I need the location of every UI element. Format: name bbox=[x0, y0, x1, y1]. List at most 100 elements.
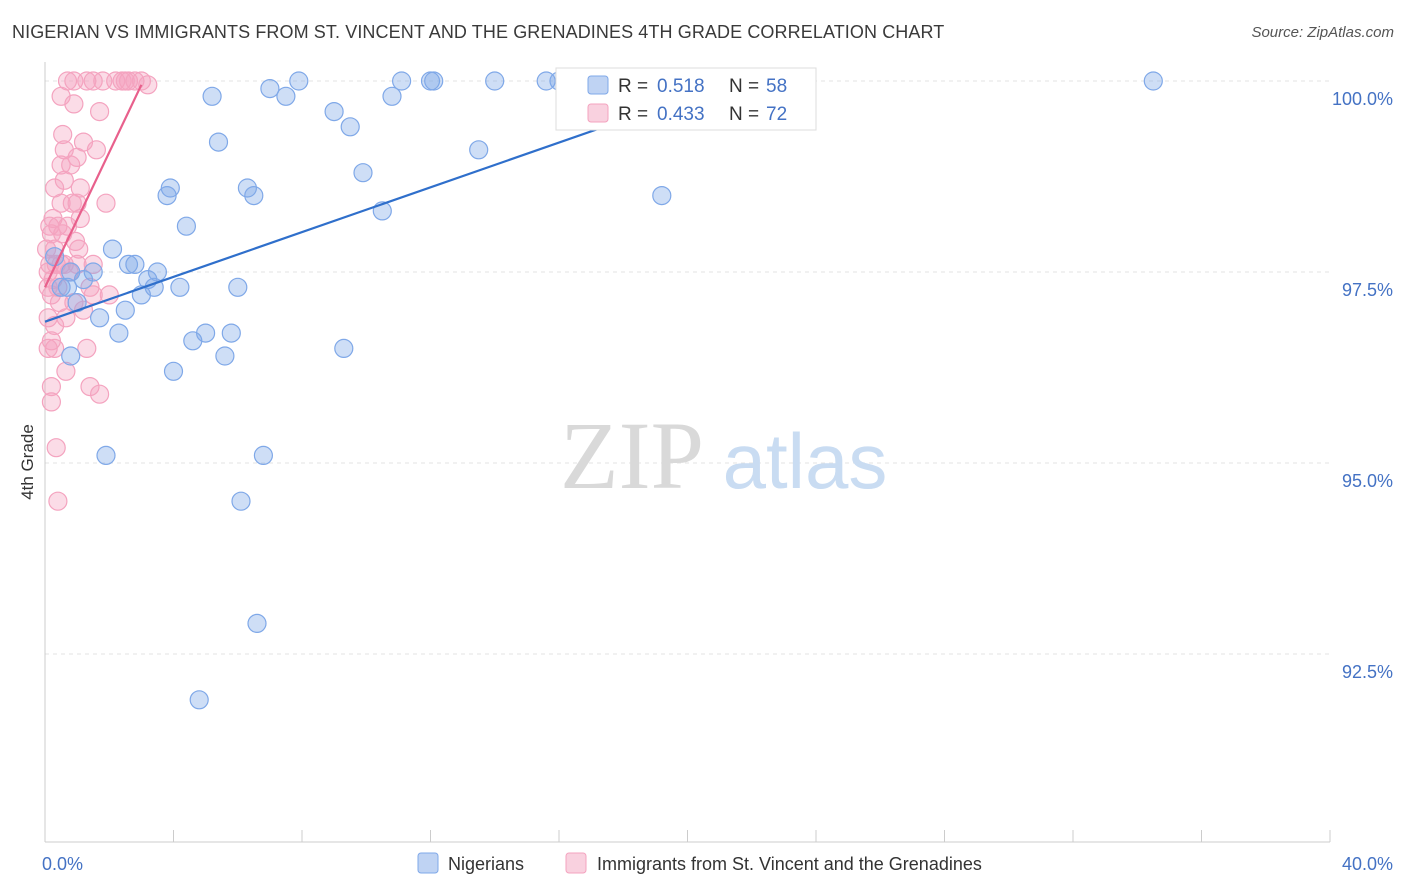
x-tick-label-1: 40.0% bbox=[1342, 854, 1393, 874]
nigerians-point-48 bbox=[424, 71, 444, 91]
nigerians-point-57 bbox=[1143, 71, 1163, 91]
y-tick-labels: 100.0% 97.5% 95.0% 92.5% bbox=[1332, 89, 1393, 682]
immigrants-point-71 bbox=[36, 239, 57, 259]
immigrants-point-7 bbox=[41, 285, 62, 305]
nigerians-point-33 bbox=[237, 178, 257, 198]
stats-box: R = 0.518 N = 58 R = 0.433 N = 72 bbox=[555, 67, 817, 131]
y-tick-label-0: 100.0% bbox=[1332, 89, 1393, 109]
watermark-zip: ZIP bbox=[560, 402, 704, 509]
nigerians-point-49 bbox=[469, 140, 489, 160]
gridlines bbox=[45, 80, 1330, 655]
nigerians-point-10 bbox=[102, 239, 123, 259]
nigerians-point-32 bbox=[231, 491, 251, 511]
stats-r-value-immigrants: 0.433 bbox=[657, 104, 705, 125]
immigrants-point-37 bbox=[61, 155, 81, 175]
stats-r-label-immigrants: R = bbox=[618, 104, 648, 125]
immigrants-point-10 bbox=[41, 392, 62, 412]
immigrants-trend-line bbox=[44, 84, 143, 288]
immigrants-point-17 bbox=[46, 438, 66, 458]
immigrants-point-54 bbox=[80, 377, 100, 397]
nigerians-point-27 bbox=[202, 86, 222, 106]
nigerians-point-56 bbox=[652, 186, 672, 206]
nigerians-point-20 bbox=[160, 178, 180, 198]
immigrants-point-40 bbox=[64, 94, 84, 114]
nigerians-point-43 bbox=[353, 163, 373, 183]
nigerians-point-38 bbox=[276, 86, 296, 106]
nigerians-point-2 bbox=[57, 277, 78, 297]
legend-label-nigerians: Nigerians bbox=[448, 854, 524, 874]
immigrants-point-32 bbox=[56, 361, 76, 381]
legend-swatch-immigrants bbox=[565, 852, 587, 874]
nigerians-point-45 bbox=[382, 86, 402, 106]
nigerians-point-9 bbox=[96, 445, 116, 465]
legend: Nigerians Immigrants from St. Vincent an… bbox=[417, 852, 982, 874]
nigerians-point-4 bbox=[61, 346, 81, 366]
stats-n-label-nigerians: N = bbox=[729, 76, 759, 97]
nigerians-point-18 bbox=[147, 262, 167, 282]
stats-n-value-nigerians: 58 bbox=[766, 76, 787, 97]
immigrants-point-25 bbox=[51, 193, 71, 213]
nigerians-point-12 bbox=[115, 300, 135, 320]
stats-n-value-immigrants: 72 bbox=[766, 104, 787, 125]
nigerians-point-25 bbox=[189, 690, 209, 710]
immigrants-point-55 bbox=[83, 71, 103, 91]
nigerians-point-29 bbox=[215, 346, 235, 366]
nigerians-point-34 bbox=[244, 186, 264, 206]
nigerians-point-42 bbox=[340, 117, 360, 137]
stats-swatch-nigerians bbox=[587, 75, 609, 95]
immigrants-point-57 bbox=[83, 285, 103, 305]
stats-swatch-immigrants bbox=[587, 103, 609, 123]
nigerians-point-8 bbox=[89, 308, 110, 328]
nigerians-point-22 bbox=[170, 277, 190, 297]
immigrants-point-21 bbox=[48, 491, 68, 511]
nigerians-point-23 bbox=[176, 216, 196, 236]
nigerians-point-0 bbox=[44, 247, 65, 267]
immigrants-point-38 bbox=[62, 193, 82, 213]
nigerians-point-26 bbox=[196, 323, 216, 343]
immigrants-point-56 bbox=[83, 254, 103, 274]
x-tick-labels: 0.0% 40.0% bbox=[42, 854, 1393, 874]
nigerians-point-50 bbox=[485, 71, 505, 91]
nigerians-point-37 bbox=[260, 78, 280, 99]
immigrants-point-8 bbox=[41, 224, 62, 244]
immigrants-point-47 bbox=[70, 178, 90, 198]
stats-n-label-immigrants: N = bbox=[729, 104, 759, 125]
nigerians-point-21 bbox=[163, 361, 184, 381]
y-tick-label-3: 92.5% bbox=[1342, 662, 1393, 682]
immigrants-point-27 bbox=[53, 124, 73, 145]
y-tick-label-1: 97.5% bbox=[1342, 280, 1393, 300]
nigerians-point-11 bbox=[109, 323, 129, 343]
nigerians-point-41 bbox=[334, 338, 354, 358]
nigerians-point-6 bbox=[73, 270, 94, 290]
nigerians-point-36 bbox=[253, 445, 273, 465]
stats-r-value-nigerians: 0.518 bbox=[657, 76, 705, 97]
immigrants-point-34 bbox=[57, 71, 78, 91]
x-tick-label-0: 0.0% bbox=[42, 854, 83, 874]
immigrants-point-60 bbox=[89, 384, 110, 404]
immigrants-point-70 bbox=[138, 75, 158, 95]
nigerians-point-28 bbox=[208, 132, 229, 152]
immigrants-point-46 bbox=[69, 239, 89, 259]
nigerians-point-30 bbox=[221, 323, 241, 343]
series-nigerians-points bbox=[44, 71, 1163, 710]
nigerians-point-13 bbox=[118, 254, 139, 274]
immigrants-point-59 bbox=[89, 101, 110, 122]
legend-label-immigrants: Immigrants from St. Vincent and the Gren… bbox=[597, 854, 982, 874]
y-axis-title: 4th Grade bbox=[18, 424, 37, 500]
immigrants-point-62 bbox=[96, 193, 116, 213]
nigerians-point-14 bbox=[125, 254, 145, 274]
immigrants-point-52 bbox=[77, 338, 97, 358]
stats-r-label-nigerians: R = bbox=[618, 76, 648, 97]
nigerians-point-40 bbox=[324, 101, 344, 122]
nigerians-point-31 bbox=[228, 277, 248, 297]
chart-title: NIGERIAN VS IMMIGRANTS FROM ST. VINCENT … bbox=[12, 22, 945, 42]
immigrants-point-16 bbox=[44, 338, 65, 358]
source-label: Source: ZipAtlas.com bbox=[1251, 24, 1394, 41]
nigerians-point-7 bbox=[83, 262, 103, 282]
legend-swatch-nigerians bbox=[417, 852, 439, 874]
y-tick-label-2: 95.0% bbox=[1342, 471, 1393, 491]
immigrants-point-9 bbox=[41, 377, 62, 397]
nigerians-point-46 bbox=[392, 71, 412, 91]
nigerians-point-39 bbox=[289, 71, 309, 91]
